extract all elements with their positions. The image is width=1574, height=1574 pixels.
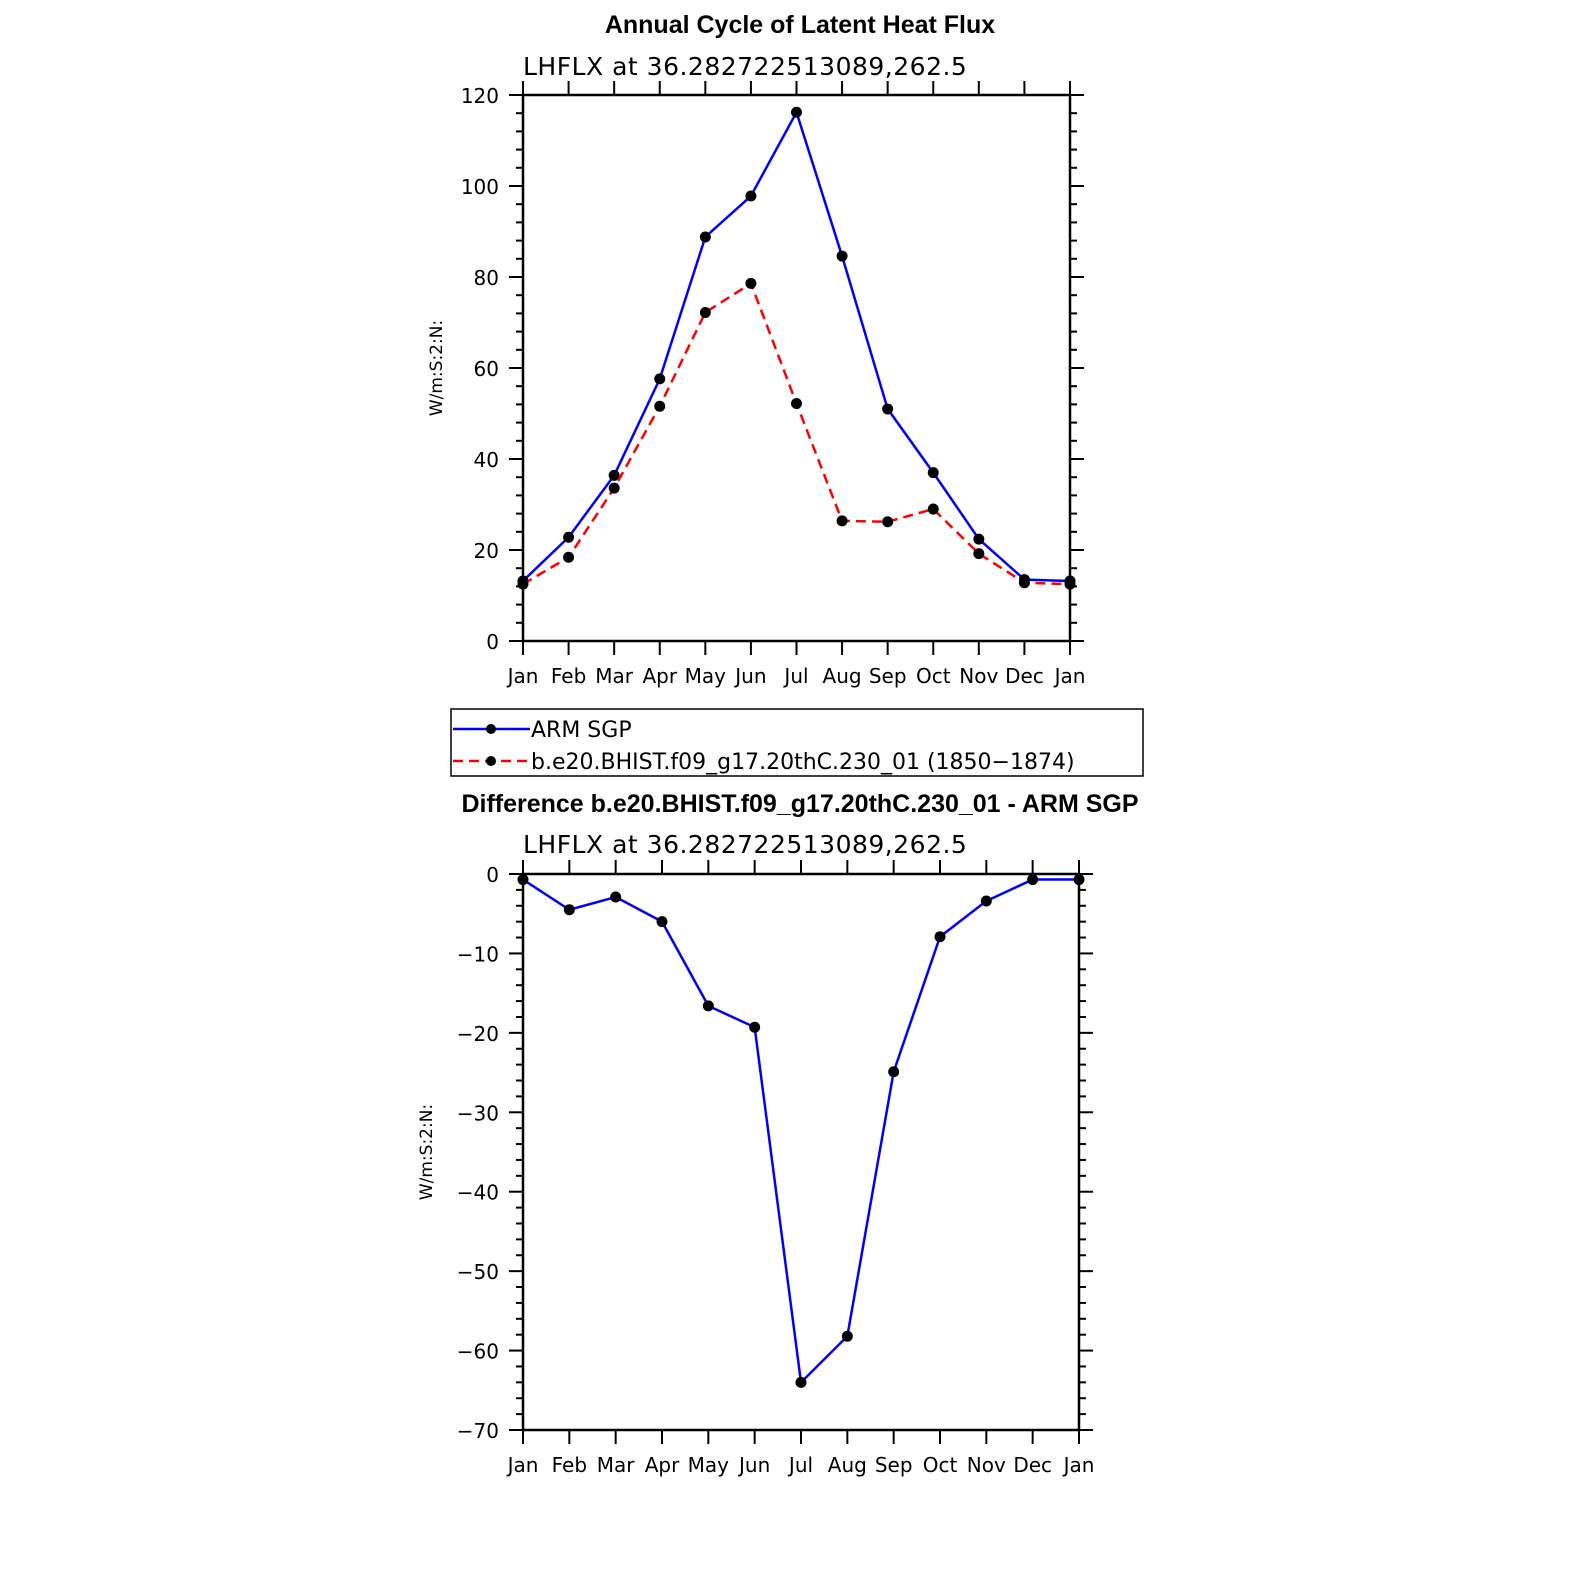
bottom-chart-subtitle: LHFLX at 36.282722513089,262.5 (523, 830, 967, 859)
x-tick-label: Oct (923, 1453, 958, 1477)
top-chart-subtitle: LHFLX at 36.282722513089,262.5 (523, 52, 967, 81)
data-point (517, 578, 529, 590)
x-tick-label: Nov (959, 664, 998, 688)
y-tick-label: −40 (457, 1181, 499, 1205)
x-tick-label: Dec (1005, 664, 1044, 688)
data-point (745, 190, 757, 202)
y-tick-label: 120 (461, 84, 499, 108)
series-line-0 (522, 111, 1071, 583)
data-point (795, 1376, 807, 1388)
data-point (927, 503, 939, 515)
y-tick-label: 100 (461, 175, 499, 199)
x-tick-label: Jan (506, 1453, 539, 1477)
data-point (836, 515, 848, 527)
x-tick-label: Feb (551, 664, 586, 688)
y-tick-label: 60 (474, 357, 499, 381)
plot-frame (521, 872, 1081, 1432)
data-point (1064, 578, 1076, 590)
bottom-chart-ylabel: W/m:S:2:N: (417, 1104, 437, 1200)
data-point (791, 397, 802, 409)
x-tick-label: Oct (916, 664, 951, 688)
legend-marker-model (486, 756, 496, 766)
legend-label-model: b.e20.BHIST.f09_g17.20thC.230_01 (1850−1… (531, 750, 1075, 775)
x-tick-label: Jan (1062, 1453, 1095, 1477)
x-tick-label: Aug (823, 664, 862, 688)
data-point (882, 403, 894, 415)
legend-label-arm-sgp: ARM SGP (531, 718, 632, 743)
data-point (749, 1021, 761, 1033)
data-point (934, 931, 946, 943)
data-point (888, 1066, 900, 1078)
top-chart-title: Annual Cycle of Latent Heat Flux (605, 11, 995, 39)
y-tick-label: −30 (457, 1101, 499, 1125)
x-tick-label: Jun (737, 1453, 770, 1477)
bottom-chart-title: Difference b.e20.BHIST.f09_g17.20thC.230… (461, 790, 1138, 818)
x-tick-label: Nov (967, 1453, 1006, 1477)
x-tick-label: Sep (875, 1453, 913, 1477)
data-point (699, 231, 711, 243)
data-point (1027, 874, 1039, 886)
x-tick-label: Aug (828, 1453, 867, 1477)
y-tick-label: −70 (457, 1419, 499, 1443)
x-tick-label: Mar (597, 1453, 636, 1477)
x-tick-label: Jul (782, 664, 808, 688)
bottom-chart-plot: 0 −10 −20 −30 −40 −50 −60 −70 Jan Feb Mar Apr May Jun… (457, 860, 1095, 1477)
data-point (654, 373, 666, 385)
data-point (882, 516, 894, 528)
x-tick-label: Feb (552, 1453, 587, 1477)
data-point (973, 533, 985, 545)
data-point (610, 891, 622, 903)
top-chart-ylabel: W/m:S:2:N: (427, 320, 447, 416)
legend-box (450, 708, 1144, 777)
series-line-1 (522, 282, 1071, 586)
x-tick-label: Jun (733, 664, 766, 688)
y-tick-label: 20 (474, 539, 499, 563)
data-point (608, 469, 620, 481)
data-point (608, 482, 620, 494)
data-point (1018, 577, 1030, 589)
x-tick-label: Apr (642, 664, 677, 688)
data-point (745, 277, 757, 289)
data-point (656, 916, 668, 928)
x-tick-label: Mar (595, 664, 634, 688)
series-line-0 (522, 878, 1079, 1384)
x-tick-label: Apr (645, 1453, 680, 1477)
data-point (927, 467, 939, 479)
y-tick-label: −10 (457, 942, 499, 966)
data-point (836, 250, 848, 262)
y-tick-label: −60 (457, 1340, 499, 1364)
legend: ARM SGP b.e20.BHIST.f09_g17.20thC.230_01… (450, 708, 1144, 777)
x-tick-label: Dec (1013, 1453, 1052, 1477)
y-tick-label: 0 (486, 630, 499, 654)
data-point (563, 551, 575, 563)
data-point (702, 1000, 714, 1012)
data-point (1073, 874, 1085, 886)
data-point (841, 1330, 853, 1342)
y-tick-label: −20 (457, 1022, 499, 1046)
y-tick-label: 80 (474, 266, 499, 290)
data-point (980, 895, 992, 907)
x-tick-label: Sep (869, 664, 907, 688)
data-point (973, 548, 985, 560)
data-point (791, 106, 802, 118)
data-point (654, 400, 666, 412)
data-point (517, 874, 529, 886)
legend-marker-arm-sgp (486, 724, 496, 734)
data-point (563, 904, 575, 916)
data-point (563, 531, 575, 543)
y-tick-label: 40 (474, 448, 499, 472)
x-tick-label: May (685, 664, 727, 688)
y-tick-label: −50 (457, 1260, 499, 1284)
x-tick-label: Jan (1053, 664, 1086, 688)
data-point (699, 306, 711, 318)
y-tick-label: 0 (486, 863, 499, 887)
x-tick-label: Jan (506, 664, 539, 688)
x-tick-label: Jul (787, 1453, 813, 1477)
top-chart-plot: 0 20 40 60 80 100 120 Jan Feb Mar Apr May Jun Jul Aug S… (461, 81, 1086, 688)
x-tick-label: May (688, 1453, 730, 1477)
